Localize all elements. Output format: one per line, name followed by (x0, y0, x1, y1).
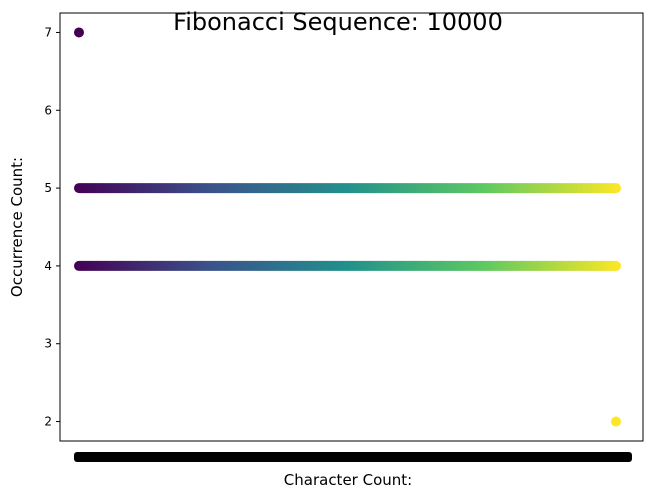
y-tick-label: 2 (44, 415, 52, 429)
y-axis-label: Occurrence Count: (8, 157, 26, 297)
y-axis: 2 3 4 5 6 7 (44, 25, 60, 428)
x-axis-label: Character Count: (284, 471, 412, 489)
y-tick-label: 5 (44, 181, 52, 195)
y-tick-label: 7 (44, 25, 52, 39)
data-point (74, 27, 84, 37)
data-points (74, 27, 621, 426)
x-tick-label-overlap (74, 452, 632, 462)
plot-area (60, 13, 643, 441)
y-tick-label: 3 (44, 337, 52, 351)
y-tick-label: 6 (44, 103, 52, 117)
data-point (611, 417, 621, 427)
chart-title: Fibonacci Sequence: 10000 (173, 8, 503, 36)
point-band-y4 (74, 261, 621, 271)
point-band-y5 (74, 183, 621, 193)
x-tick-labels-band (74, 452, 632, 462)
y-tick-label: 4 (44, 259, 52, 273)
data-bands (74, 183, 621, 271)
